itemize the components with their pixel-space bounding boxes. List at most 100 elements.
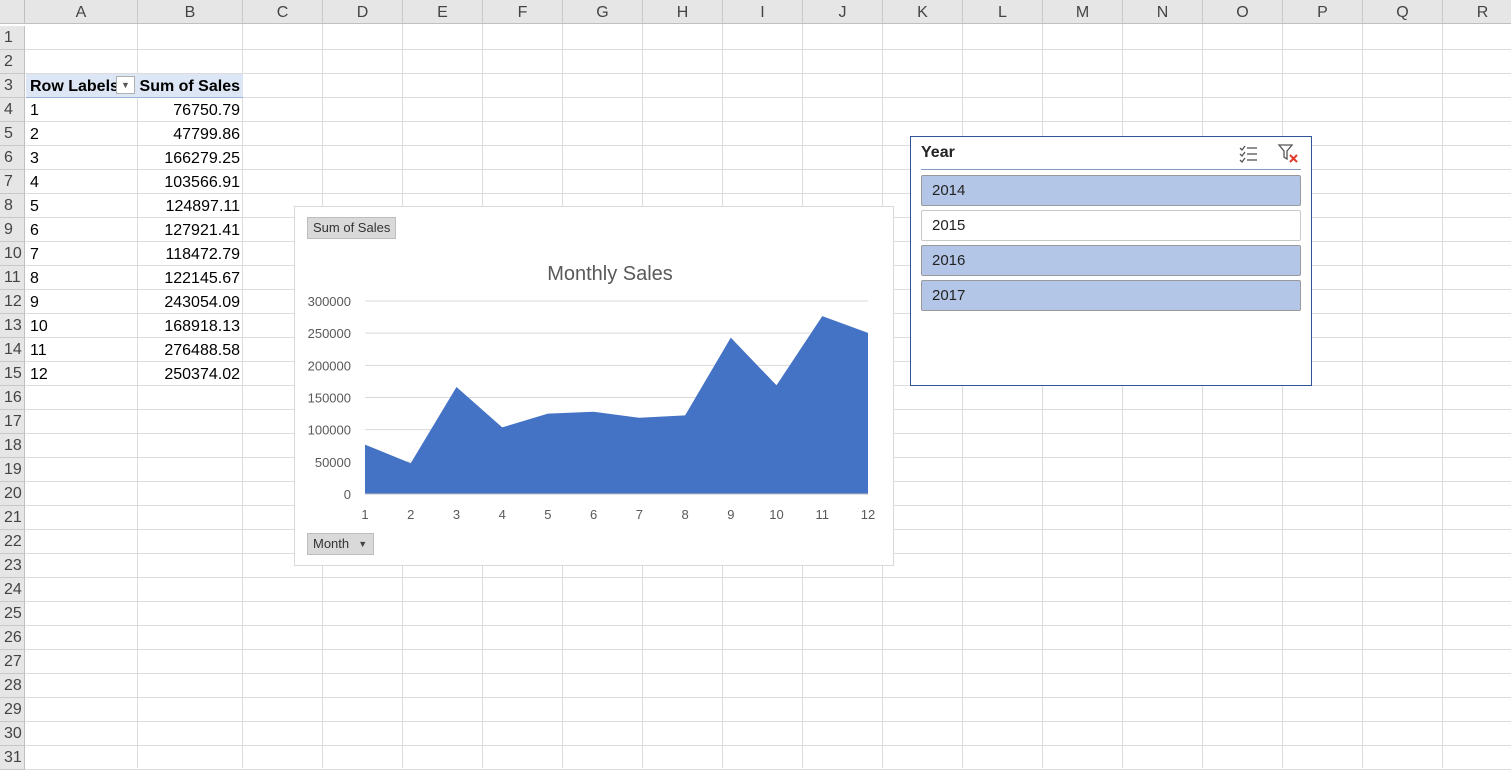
- pivot-row-value[interactable]: 276488.58: [164, 342, 240, 359]
- select-all-corner[interactable]: [0, 0, 25, 24]
- row-header[interactable]: 25: [0, 602, 25, 626]
- x-tick-label: 1: [361, 507, 368, 522]
- grid-row-line: [25, 73, 1511, 74]
- pivot-row-label[interactable]: 10: [30, 318, 48, 335]
- row-header[interactable]: 20: [0, 482, 25, 506]
- pivot-row-label[interactable]: 4: [30, 174, 39, 191]
- pivot-row-value[interactable]: 47799.86: [173, 126, 240, 143]
- row-header[interactable]: 30: [0, 722, 25, 746]
- row-header[interactable]: 28: [0, 674, 25, 698]
- grid-row-line: [25, 145, 1511, 146]
- row-header[interactable]: 24: [0, 578, 25, 602]
- column-header[interactable]: K: [883, 0, 963, 24]
- row-header[interactable]: 14: [0, 338, 25, 362]
- row-header[interactable]: 27: [0, 650, 25, 674]
- grid-column-line: [1362, 24, 1363, 768]
- column-header[interactable]: B: [138, 0, 243, 24]
- grid-row-line: [25, 97, 1511, 98]
- pivot-row-value[interactable]: 118472.79: [165, 246, 240, 263]
- column-header[interactable]: Q: [1363, 0, 1443, 24]
- row-header[interactable]: 15: [0, 362, 25, 386]
- month-field-button[interactable]: Month ▼: [307, 533, 375, 555]
- row-header[interactable]: 4: [0, 98, 25, 122]
- pivot-row-value[interactable]: 168918.13: [164, 318, 240, 335]
- pivot-row-label[interactable]: 12: [30, 366, 48, 383]
- pivot-sum-header[interactable]: Sum of Sales: [138, 74, 243, 98]
- column-header[interactable]: I: [723, 0, 803, 24]
- row-header[interactable]: 19: [0, 458, 25, 482]
- row-header[interactable]: 1: [0, 26, 25, 50]
- column-header[interactable]: F: [483, 0, 563, 24]
- pivot-row-value[interactable]: 76750.79: [173, 102, 240, 119]
- row-header[interactable]: 26: [0, 626, 25, 650]
- column-header[interactable]: N: [1123, 0, 1203, 24]
- column-header[interactable]: M: [1043, 0, 1123, 24]
- grid-row-line: [25, 169, 1511, 170]
- slicer-item-2016[interactable]: 2016: [921, 245, 1301, 276]
- row-header[interactable]: 16: [0, 386, 25, 410]
- pivot-row-label[interactable]: 9: [30, 294, 39, 311]
- column-header[interactable]: R: [1443, 0, 1511, 24]
- pivot-row-label[interactable]: 7: [30, 246, 39, 263]
- row-header[interactable]: 21: [0, 506, 25, 530]
- column-header[interactable]: L: [963, 0, 1043, 24]
- column-header[interactable]: G: [563, 0, 643, 24]
- row-header[interactable]: 13: [0, 314, 25, 338]
- pivot-row-value[interactable]: 250374.02: [164, 366, 240, 383]
- x-tick-label: 7: [636, 507, 643, 522]
- row-header[interactable]: 17: [0, 410, 25, 434]
- pivot-row-label[interactable]: 5: [30, 198, 39, 215]
- pivot-row-label[interactable]: 8: [30, 270, 39, 287]
- column-header[interactable]: A: [25, 0, 138, 24]
- row-header[interactable]: 10: [0, 242, 25, 266]
- row-header[interactable]: 31: [0, 746, 25, 770]
- pivot-row-label[interactable]: 3: [30, 150, 39, 167]
- year-slicer[interactable]: Year 2014 2015 2016 2017: [910, 136, 1312, 386]
- pivot-row-label[interactable]: 2: [30, 126, 39, 143]
- grid-row-line: [25, 49, 1511, 50]
- multi-select-icon[interactable]: [1237, 143, 1259, 165]
- pivot-row-value[interactable]: 124897.11: [165, 198, 240, 215]
- row-header[interactable]: 6: [0, 146, 25, 170]
- row-header[interactable]: 5: [0, 122, 25, 146]
- slicer-item-2014[interactable]: 2014: [921, 175, 1301, 206]
- column-header[interactable]: C: [243, 0, 323, 24]
- row-header[interactable]: 29: [0, 698, 25, 722]
- row-header[interactable]: 22: [0, 530, 25, 554]
- column-header[interactable]: P: [1283, 0, 1363, 24]
- grid-column-line: [1042, 24, 1043, 768]
- pivot-row-value[interactable]: 166279.25: [164, 150, 240, 167]
- sales-area-series[interactable]: [365, 316, 868, 494]
- slicer-item-2015[interactable]: 2015: [921, 210, 1301, 241]
- row-header[interactable]: 11: [0, 266, 25, 290]
- column-header[interactable]: D: [323, 0, 403, 24]
- column-header[interactable]: E: [403, 0, 483, 24]
- column-header[interactable]: O: [1203, 0, 1283, 24]
- grid-column-line: [1122, 24, 1123, 768]
- x-tick-label: 11: [816, 507, 830, 522]
- row-header[interactable]: 2: [0, 50, 25, 74]
- pivot-row-value[interactable]: 127921.41: [164, 222, 240, 239]
- column-header[interactable]: J: [803, 0, 883, 24]
- row-header[interactable]: 12: [0, 290, 25, 314]
- sum-of-sales-field-button[interactable]: Sum of Sales: [307, 217, 397, 239]
- slicer-item-2017[interactable]: 2017: [921, 280, 1301, 311]
- row-header[interactable]: 9: [0, 218, 25, 242]
- row-header[interactable]: 18: [0, 434, 25, 458]
- pivot-chart[interactable]: Sum of Sales Month ▼ Monthly Sales 0 5000…: [294, 206, 894, 566]
- pivot-row-label[interactable]: 1: [30, 102, 39, 119]
- clear-filter-icon[interactable]: [1277, 143, 1299, 165]
- pivot-row-value[interactable]: 243054.09: [164, 294, 240, 311]
- row-header[interactable]: 23: [0, 554, 25, 578]
- grid-column-line: [1442, 24, 1443, 768]
- pivot-row-value[interactable]: 122145.67: [164, 270, 240, 287]
- pivot-row-value[interactable]: 103566.91: [164, 174, 240, 191]
- pivot-row-label[interactable]: 6: [30, 222, 39, 239]
- pivot-row-label[interactable]: 11: [30, 342, 47, 359]
- row-header[interactable]: 3: [0, 74, 25, 98]
- dropdown-arrow-icon[interactable]: ▼: [116, 76, 135, 94]
- row-header[interactable]: 8: [0, 194, 25, 218]
- column-header[interactable]: H: [643, 0, 723, 24]
- row-header[interactable]: 7: [0, 170, 25, 194]
